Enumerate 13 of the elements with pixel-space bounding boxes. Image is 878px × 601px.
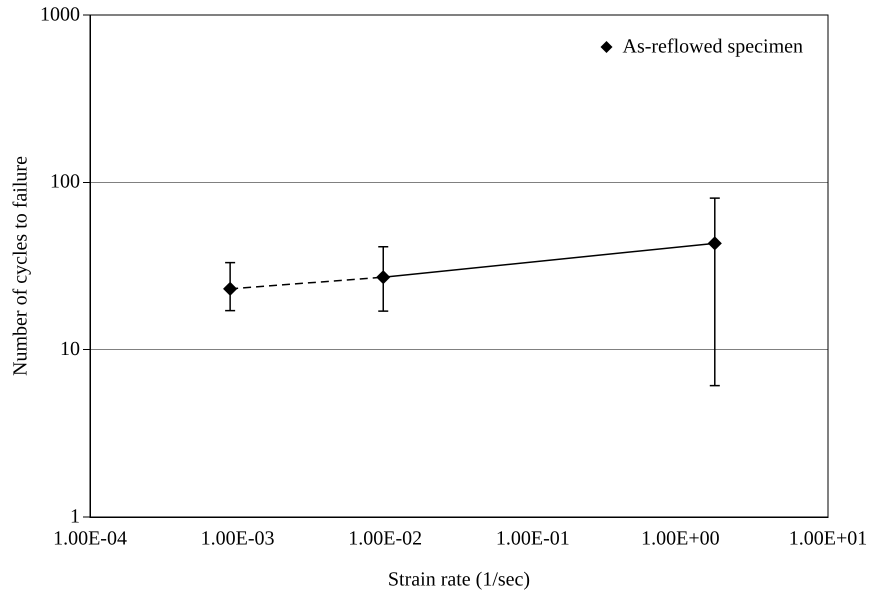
x-tick-label: 1.00E-03 — [200, 527, 275, 550]
y-tick-label: 1 — [70, 505, 80, 528]
y-tick-label: 100 — [50, 170, 80, 193]
x-tick-label: 1.00E-04 — [53, 527, 127, 550]
x-tick-label: 1.00E+00 — [641, 527, 720, 550]
legend-label: As-reflowed specimen — [622, 35, 804, 58]
x-tick-label: 1.00E-02 — [348, 527, 422, 550]
x-tick-label: 1.00E+01 — [788, 527, 868, 550]
y-tick-label: 10 — [60, 338, 80, 360]
x-axis-title: Strain rate (1/sec) — [388, 568, 530, 590]
y-tick-label: 1000 — [40, 3, 80, 26]
x-tick-label: 1.00E-01 — [496, 527, 570, 550]
y-axis-title: Number of cycles to failure — [9, 156, 32, 376]
